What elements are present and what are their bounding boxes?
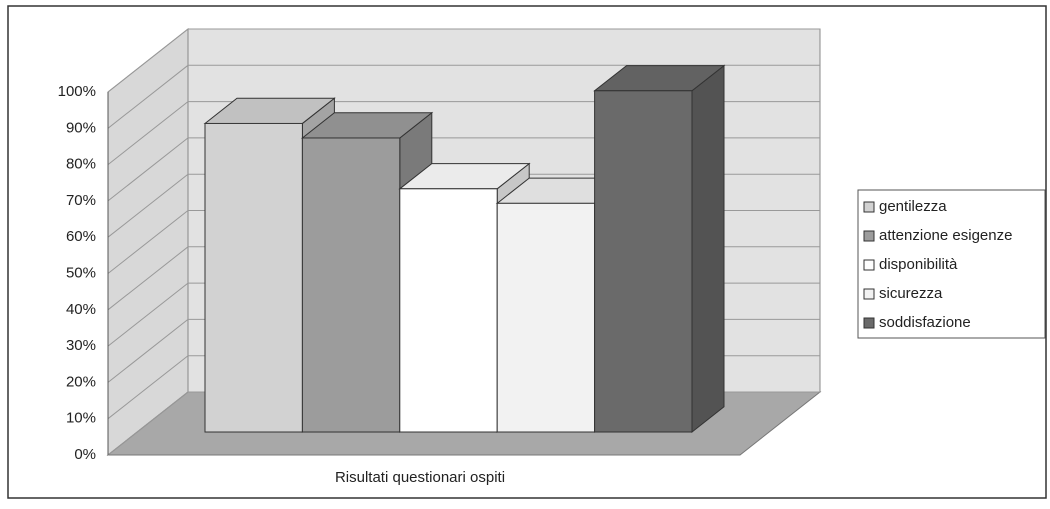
legend-swatch <box>863 288 875 300</box>
legend-swatch <box>863 230 875 242</box>
bar <box>204 122 303 433</box>
y-tick-label: 20% <box>66 373 96 390</box>
bar <box>399 188 498 433</box>
bar <box>594 90 693 433</box>
legend-swatch <box>863 259 875 271</box>
legend-label: attenzione esigenze <box>879 227 1012 244</box>
y-tick-label: 100% <box>58 83 96 100</box>
y-tick-label: 50% <box>66 264 96 281</box>
legend-label: gentilezza <box>879 198 947 215</box>
y-tick-label: 30% <box>66 337 96 354</box>
legend-label: disponibilità <box>879 256 958 273</box>
legend-swatch <box>863 317 875 329</box>
x-tick-label: Risultati questionari ospiti <box>335 469 505 486</box>
y-tick-label: 80% <box>66 156 96 173</box>
legend-label: sicurezza <box>879 285 943 302</box>
bar <box>301 137 401 433</box>
grid-line <box>107 64 820 129</box>
y-tick-label: 70% <box>66 192 96 209</box>
y-tick-label: 40% <box>66 301 96 318</box>
legend-box <box>857 189 1046 339</box>
grid-line <box>107 28 820 93</box>
bar-side <box>691 64 725 434</box>
y-tick-label: 90% <box>66 119 96 136</box>
legend-label: soddisfazione <box>879 314 971 331</box>
y-tick-label: 10% <box>66 410 96 427</box>
bar <box>496 202 596 433</box>
y-tick-label: 60% <box>66 228 96 245</box>
y-tick-label: 0% <box>74 446 96 463</box>
legend-swatch <box>863 201 875 213</box>
